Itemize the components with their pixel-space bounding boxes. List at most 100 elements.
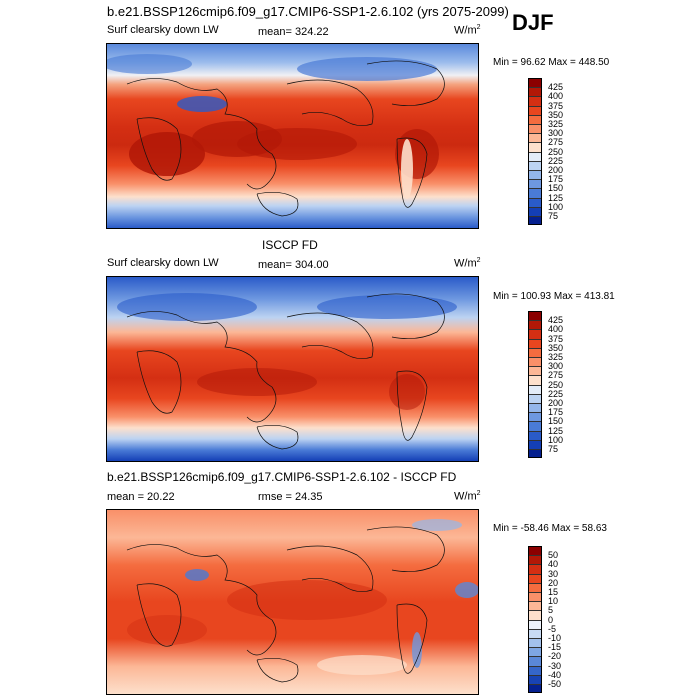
colorbar-swatch [528,439,542,449]
colorbar-tick-label: 50 [548,550,559,561]
colorbar-tick-label: 175 [548,407,564,418]
colorbar-swatch [528,160,542,170]
colorbar-tick-label: 5 [548,605,554,616]
colorbar-swatch [528,430,542,440]
colorbar-tick-label: 30 [548,568,559,579]
colorbar-swatch [528,647,542,657]
colorbar-tick-label: 225 [548,155,564,166]
colorbar-tick-label: 150 [548,183,564,194]
panel1-mean-label: mean= 324.22 [258,26,329,38]
colorbar-tick-label: -5 [548,623,557,634]
panel2-mean-label: mean= 304.00 [258,259,329,271]
colorbar-tick-label: 20 [548,577,559,588]
colorbar-tick-label: 200 [548,165,564,175]
panel2-coastlines [126,293,445,450]
panel2-map [106,276,479,462]
colorbar-tick-label: 125 [548,192,564,203]
colorbar-swatch [528,384,542,394]
colorbar-swatch [528,674,542,684]
colorbar-tick-label: 175 [548,174,564,185]
colorbar-tick-label: 75 [548,444,559,454]
colorbar-swatch [528,610,542,620]
panel2-heading: ISCCP FD [262,238,318,252]
colorbar-swatch [528,114,542,124]
colorbar-tick-label: 350 [548,109,564,120]
colorbar-swatch [528,170,542,180]
colorbar-swatch [528,206,542,216]
colorbar-swatch [528,151,542,161]
colorbar-swatch [528,582,542,592]
panel1-minmax: Min = 96.62 Max = 448.50 [493,57,610,68]
colorbar-tick-label: 40 [548,559,559,570]
colorbar-swatch [528,375,542,385]
colorbar-swatch [528,592,542,602]
colorbar-tick-label: 225 [548,388,564,399]
season-label: DJF [512,10,554,35]
colorbar-swatch [528,601,542,611]
colorbar-swatch [528,133,542,143]
model-title: b.e21.BSSP126cmip6.f09_g17.CMIP6-SSP1-2.… [107,4,509,19]
colorbar-swatch [528,684,542,694]
colorbar-tick-label: 300 [548,128,564,139]
colorbar-swatch [528,320,542,330]
colorbar-swatch [528,555,542,565]
colorbar-tick-label: 200 [548,398,564,408]
colorbar-tick-label: 375 [548,333,564,344]
colorbar-swatch [528,665,542,675]
panel3-rmse-label: rmse = 24.35 [258,491,323,503]
colorbar-swatch [528,357,542,367]
panel3-unit-label: W/m2 [454,490,481,503]
colorbar-frame [528,311,542,459]
panel2-minmax: Min = 100.93 Max = 413.81 [493,291,615,302]
panel2-unit-label: W/m2 [454,257,481,270]
panel1-coastlines [126,60,445,217]
colorbar-swatch [528,179,542,189]
colorbar-tick-label: 250 [548,146,564,157]
colorbar-tick-label: 300 [548,361,564,372]
colorbar-swatch [528,96,542,106]
panel3-heading: b.e21.BSSP126cmip6.f09_g17.CMIP6-SSP1-2.… [107,470,457,484]
colorbar-tick-label: 400 [548,91,564,102]
panel2-map-svg [107,277,478,461]
panel2-variable-label: Surf clearsky down LW [107,257,219,269]
colorbar-swatch [528,124,542,134]
colorbar-tick-label: -40 [548,669,562,680]
colorbar-swatch [528,449,542,459]
colorbar-swatch [528,412,542,422]
colorbar-swatch [528,573,542,583]
colorbar-tick-label: 100 [548,201,564,212]
colorbar-tick-label: 250 [548,379,564,390]
colorbar-swatch [528,656,542,666]
colorbar-tick-label: 275 [548,370,564,381]
colorbar-tick-label: 325 [548,119,564,129]
colorbar-swatch [528,105,542,115]
colorbar-swatch [528,338,542,348]
colorbar-tick-label: 400 [548,324,564,335]
colorbar-tick-label: 325 [548,352,564,362]
colorbar-tick-label: 15 [548,587,559,597]
colorbar-tick-label: -15 [548,642,562,653]
colorbar-tick-label: 425 [548,315,564,326]
colorbar-swatch [528,197,542,207]
colorbar-tick-label: 375 [548,100,564,111]
colorbar-swatch [528,638,542,648]
colorbar-swatch [528,403,542,413]
colorbar-tick-label: 0 [548,614,554,625]
panel1-map [106,43,479,229]
panel3-map [106,509,479,695]
colorbar-tick-label: -30 [548,660,562,671]
colorbar-tick-label: -50 [548,679,562,689]
colorbar-tick-label: 10 [548,596,559,607]
colorbar-tick-label: -10 [548,633,562,643]
panel3-minmax: Min = -58.46 Max = 58.63 [493,523,607,534]
colorbar-swatch [528,619,542,629]
colorbar-tick-label: 75 [548,211,559,221]
colorbar-swatch [528,188,542,198]
colorbar-swatch [528,421,542,431]
panel3-map-svg [107,510,478,694]
colorbar-tick-label: 125 [548,425,564,436]
colorbar-tick-label: 275 [548,137,564,148]
colorbar-frame [528,546,542,694]
panel1-map-svg [107,44,478,228]
colorbar-swatch [528,142,542,152]
